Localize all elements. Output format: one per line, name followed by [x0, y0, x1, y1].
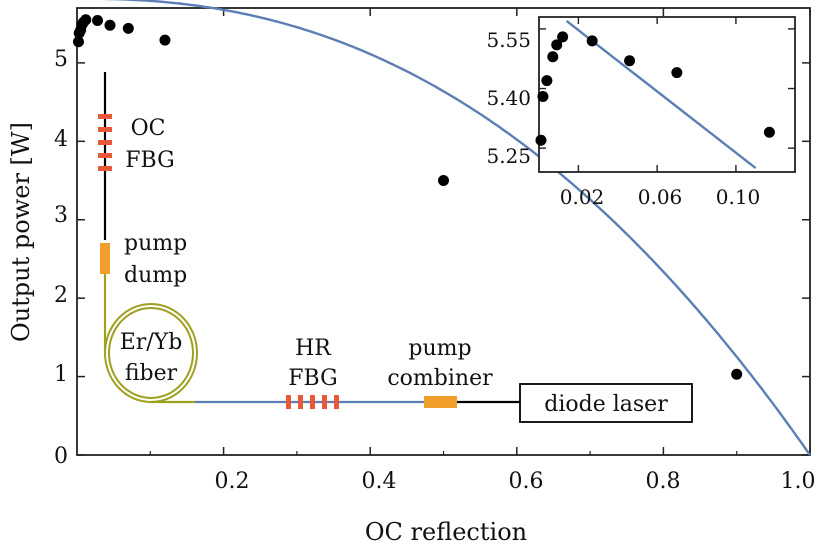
fbg-stripe — [98, 153, 112, 158]
x-axis-title: OC reflection — [365, 518, 527, 546]
fit-curve — [102, 0, 811, 456]
hr-fbg-marker — [286, 395, 339, 409]
inset-data-point — [763, 126, 775, 138]
fbg-stripe — [98, 140, 112, 145]
fbg-stripe — [98, 114, 112, 119]
inset-ticks — [539, 17, 795, 172]
data-point — [122, 22, 134, 34]
inset-data-point — [551, 39, 563, 51]
diode-laser-box — [519, 383, 693, 423]
oc-fbg-label: FBG — [125, 148, 174, 173]
pump-dump-label: pump — [124, 231, 187, 256]
x-tick-label: 0.4 — [362, 469, 397, 494]
y-tick-label: 4 — [54, 127, 68, 152]
data-point — [80, 14, 92, 26]
inset-data-point — [547, 51, 559, 63]
data-point — [72, 36, 84, 48]
inset-x-tick-label: 0.02 — [560, 185, 605, 209]
inset-y-tick-label: 5.55 — [486, 28, 531, 52]
data-point — [438, 175, 449, 187]
pump-dump-marker — [100, 243, 110, 274]
fbg-stripe — [98, 166, 112, 171]
inset-data-point — [537, 90, 549, 102]
inset-x-tick-label: 0.06 — [638, 185, 683, 209]
er-yb-fiber-label: Er/Yb — [120, 330, 183, 355]
main-plot: 0.2 0.4 0.6 0.8 1.0 0 1 2 3 4 5 OC refle… — [7, 0, 816, 546]
fbg-stripe — [286, 395, 291, 409]
x-tick-label: 1.0 — [781, 469, 816, 494]
pump-combiner-label: pump — [408, 336, 471, 361]
inset-fit-line — [565, 20, 757, 169]
inset-data-point — [557, 31, 569, 43]
y-tick-label: 0 — [54, 444, 68, 469]
inset-data-point — [671, 67, 683, 79]
fbg-stripe — [322, 395, 327, 409]
x-tick-label: 0.2 — [215, 469, 250, 494]
y-tick-label: 3 — [54, 203, 68, 228]
fiber-laser-diagram: OC FBG pump dump Er/Yb fiber HR FBG pump… — [98, 72, 693, 423]
y-tick-label: 1 — [54, 362, 68, 387]
x-tick-label: 0.8 — [646, 469, 681, 494]
data-point — [159, 34, 171, 46]
data-point — [92, 15, 104, 27]
inset-data-point — [586, 35, 598, 47]
x-tick-label: 0.6 — [509, 469, 544, 494]
y-tick-label: 5 — [54, 47, 68, 72]
y-tick-label: 2 — [54, 283, 68, 308]
fbg-stripe — [98, 127, 112, 132]
pump-combiner-marker — [424, 396, 457, 408]
hr-fbg-label: HR — [295, 336, 332, 361]
inset-data-point — [535, 134, 547, 146]
oc-fbg-label: OC — [131, 116, 166, 141]
data-point — [104, 19, 116, 31]
pump-dump-label: dump — [124, 263, 187, 288]
fbg-stripe — [298, 395, 303, 409]
y-axis-title: Output power [W] — [7, 122, 35, 342]
inset-frame — [538, 16, 796, 173]
oc-fbg-marker — [98, 114, 112, 171]
inset-data-point — [541, 75, 553, 87]
er-yb-fiber-label: fiber — [125, 361, 178, 386]
fbg-stripe — [334, 395, 339, 409]
measured-points — [72, 14, 743, 380]
inset-x-tick-label: 0.10 — [716, 185, 761, 209]
er-yb-fiber-coil — [108, 307, 194, 399]
hr-fbg-label: FBG — [288, 366, 337, 391]
data-point — [731, 368, 743, 380]
inset-measured-points — [535, 31, 775, 146]
inset-y-tick-label: 5.25 — [486, 144, 531, 168]
inset-y-tick-label: 5.40 — [486, 86, 531, 110]
inset-plot: 5.55 5.40 5.25 0.02 0.06 0.10 — [486, 16, 796, 209]
diode-laser-label: diode laser — [544, 392, 668, 417]
fbg-stripe — [310, 395, 315, 409]
pump-combiner-label: combiner — [387, 366, 493, 391]
inset-data-point — [624, 55, 636, 67]
